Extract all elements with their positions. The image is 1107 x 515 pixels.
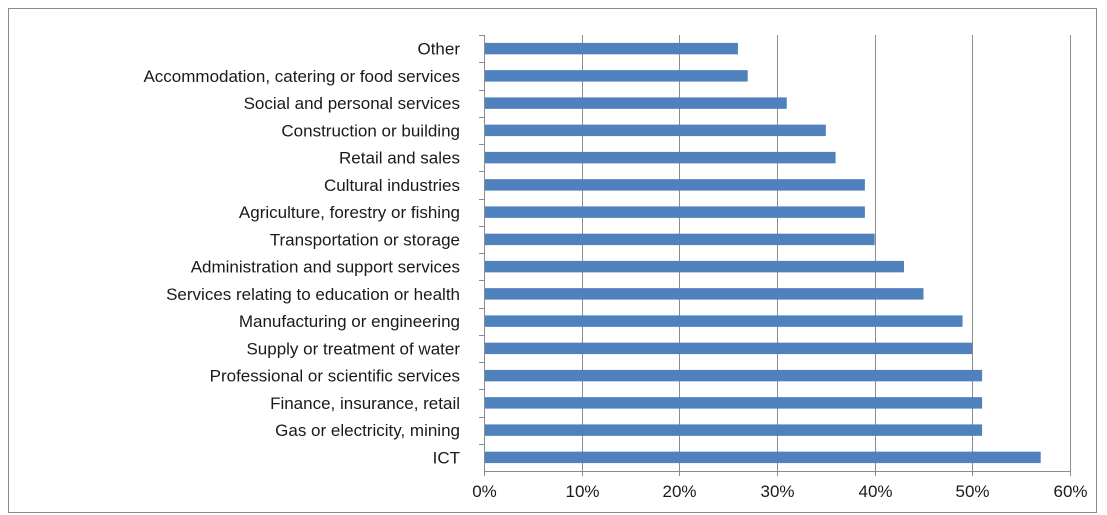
category-label: Cultural industries (324, 176, 460, 195)
bar (485, 288, 924, 300)
bar (485, 206, 865, 218)
bar (485, 369, 983, 382)
bar (485, 451, 1041, 464)
bar (485, 70, 748, 82)
category-label: Other (417, 40, 460, 59)
x-tick-label: 10% (565, 482, 599, 501)
category-label: ICT (433, 448, 460, 467)
category-label: Transportation or storage (270, 230, 460, 249)
x-tick-label: 40% (858, 482, 892, 501)
category-label: Professional or scientific services (210, 367, 460, 386)
category-label: Social and personal services (244, 94, 460, 113)
x-tick-label: 60% (1053, 482, 1087, 501)
x-tick-label: 20% (662, 482, 696, 501)
bar (485, 397, 983, 409)
bar (485, 124, 826, 137)
category-label: Services relating to education or health (166, 285, 460, 304)
bar (485, 233, 875, 246)
bar (485, 179, 865, 191)
category-label: Administration and support services (191, 258, 460, 277)
category-label: Construction or building (281, 121, 460, 140)
bar (485, 342, 973, 355)
category-label: Agriculture, forestry or fishing (239, 203, 460, 222)
x-tick-label: 50% (955, 482, 989, 501)
bar (485, 260, 904, 273)
category-label: Manufacturing or engineering (239, 312, 460, 331)
category-label: Gas or electricity, mining (275, 421, 460, 440)
x-tick-label: 30% (760, 482, 794, 501)
bar (485, 151, 836, 164)
category-label: Retail and sales (339, 149, 460, 168)
bar (485, 424, 983, 436)
bar (485, 42, 738, 55)
bar (485, 97, 787, 109)
category-label: Supply or treatment of water (246, 339, 460, 358)
category-label: Accommodation, catering or food services (143, 67, 460, 86)
category-label: Finance, insurance, retail (270, 394, 460, 413)
x-tick-label: 0% (472, 482, 497, 501)
bar (485, 315, 963, 327)
